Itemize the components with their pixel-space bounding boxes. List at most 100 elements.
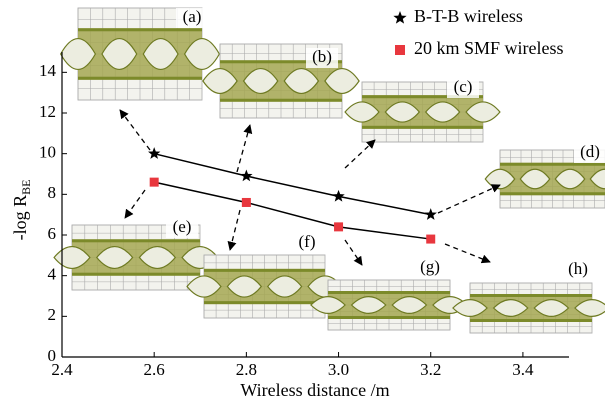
inset-label: (h) bbox=[568, 259, 588, 278]
eye-band bbox=[470, 294, 592, 322]
marker-star bbox=[148, 147, 161, 159]
arrow bbox=[119, 109, 151, 151]
series-line bbox=[154, 181, 431, 240]
eye-opening bbox=[465, 101, 501, 123]
inset-label-bg bbox=[414, 258, 446, 278]
eye-top-edge bbox=[500, 162, 605, 166]
arrow bbox=[124, 189, 146, 219]
eye-opening bbox=[183, 37, 221, 71]
eye-bottom-edge bbox=[500, 192, 605, 196]
y-label-sub: BE bbox=[19, 180, 33, 195]
eye-opening bbox=[324, 67, 360, 95]
marker-square bbox=[149, 177, 159, 187]
y-tick-label: 2 bbox=[48, 305, 57, 324]
eye-opening bbox=[391, 296, 428, 314]
arrow bbox=[236, 124, 253, 173]
y-tick-label: 12 bbox=[39, 102, 56, 121]
eye-top-edge bbox=[204, 268, 325, 272]
x-axis-label: Wireless distance /m bbox=[240, 380, 389, 400]
eye-bottom-edge bbox=[204, 301, 325, 305]
inset-label: (a) bbox=[183, 7, 202, 26]
y-tick-label: 4 bbox=[48, 265, 57, 284]
eye-band bbox=[78, 28, 202, 80]
inset-label: (c) bbox=[454, 77, 473, 96]
eye-top-edge bbox=[328, 291, 450, 294]
eye-opening bbox=[574, 299, 605, 317]
eye-top-edge bbox=[72, 239, 200, 243]
eye-opening bbox=[310, 296, 346, 314]
marker-square bbox=[334, 222, 344, 232]
marker-square bbox=[241, 197, 251, 207]
eye-opening bbox=[424, 101, 461, 123]
eye-diagrams: (a) (b) (c) (d) (e) (f) (g) (h) bbox=[53, 7, 605, 334]
eye-opening bbox=[266, 275, 303, 298]
eye-opening bbox=[95, 245, 134, 270]
marker-star bbox=[332, 189, 345, 202]
eye-bottom-edge bbox=[78, 76, 202, 80]
eye-opening bbox=[53, 245, 91, 270]
eye-opening bbox=[142, 37, 179, 71]
inset-label: (g) bbox=[420, 257, 440, 276]
eye-top-edge bbox=[470, 294, 592, 297]
y-tick-label: 0 bbox=[48, 346, 57, 365]
eye-opening bbox=[492, 299, 529, 317]
y-label-main: -log R bbox=[10, 195, 30, 241]
legend-label: 20 km SMF wireless bbox=[414, 38, 564, 58]
eye-bottom-edge bbox=[362, 125, 483, 129]
eye-opening bbox=[589, 168, 605, 190]
eye-opening bbox=[384, 101, 421, 123]
y-tick-label: 6 bbox=[48, 224, 57, 243]
eye-opening bbox=[533, 299, 570, 317]
x-tick-label: 2.8 bbox=[236, 360, 257, 379]
eye-opening bbox=[344, 101, 380, 123]
eye-opening bbox=[350, 296, 387, 314]
inset-label-bg bbox=[574, 143, 605, 163]
eye-band bbox=[204, 268, 325, 305]
legend-marker bbox=[393, 11, 407, 24]
eye-top-edge bbox=[362, 95, 483, 99]
arrow bbox=[437, 184, 501, 214]
arrows bbox=[119, 109, 501, 266]
legend-label: B-T-B wireless bbox=[414, 6, 523, 26]
inset-label-bg bbox=[166, 218, 198, 238]
eye-opening bbox=[101, 37, 138, 71]
eye-bottom-edge bbox=[470, 319, 592, 322]
inset-label: (b) bbox=[312, 47, 332, 66]
x-tick-label: 3.2 bbox=[420, 360, 441, 379]
eye-opening bbox=[202, 67, 238, 95]
eye-band bbox=[72, 239, 200, 276]
eye-opening bbox=[186, 275, 222, 298]
legend-marker bbox=[395, 45, 405, 55]
marker-square bbox=[426, 234, 436, 244]
marker-star bbox=[240, 169, 253, 182]
eye-band bbox=[500, 162, 605, 196]
eye-bottom-edge bbox=[72, 272, 200, 276]
inset-label-bg bbox=[447, 78, 479, 98]
eye-opening bbox=[452, 299, 488, 317]
eye-band bbox=[328, 291, 450, 319]
eye-top-edge bbox=[78, 28, 202, 32]
y-axis-label: -log RBE bbox=[10, 180, 33, 241]
arrow bbox=[344, 139, 376, 169]
x-tick-label: 2.6 bbox=[144, 360, 165, 379]
eye-bottom-edge bbox=[220, 98, 342, 102]
inset-label-bg bbox=[176, 8, 208, 28]
series-line bbox=[154, 152, 431, 216]
arrow bbox=[444, 243, 491, 264]
eye-opening bbox=[554, 168, 586, 190]
inset-label: (e) bbox=[173, 217, 192, 236]
eye-opening bbox=[138, 245, 177, 270]
eye-band bbox=[362, 95, 483, 129]
eye-top-edge bbox=[220, 60, 342, 64]
arrow bbox=[227, 209, 241, 251]
eye-opening bbox=[59, 37, 97, 71]
y-tick-label: 10 bbox=[39, 143, 56, 162]
eye-opening bbox=[519, 168, 551, 190]
x-tick-label: 2.4 bbox=[51, 360, 73, 379]
x-tick-label: 3.0 bbox=[328, 360, 349, 379]
inset-label-bg bbox=[306, 48, 338, 68]
inset-label-bg bbox=[562, 260, 594, 280]
inset-label-bg bbox=[291, 233, 323, 253]
eye-opening bbox=[283, 67, 320, 95]
